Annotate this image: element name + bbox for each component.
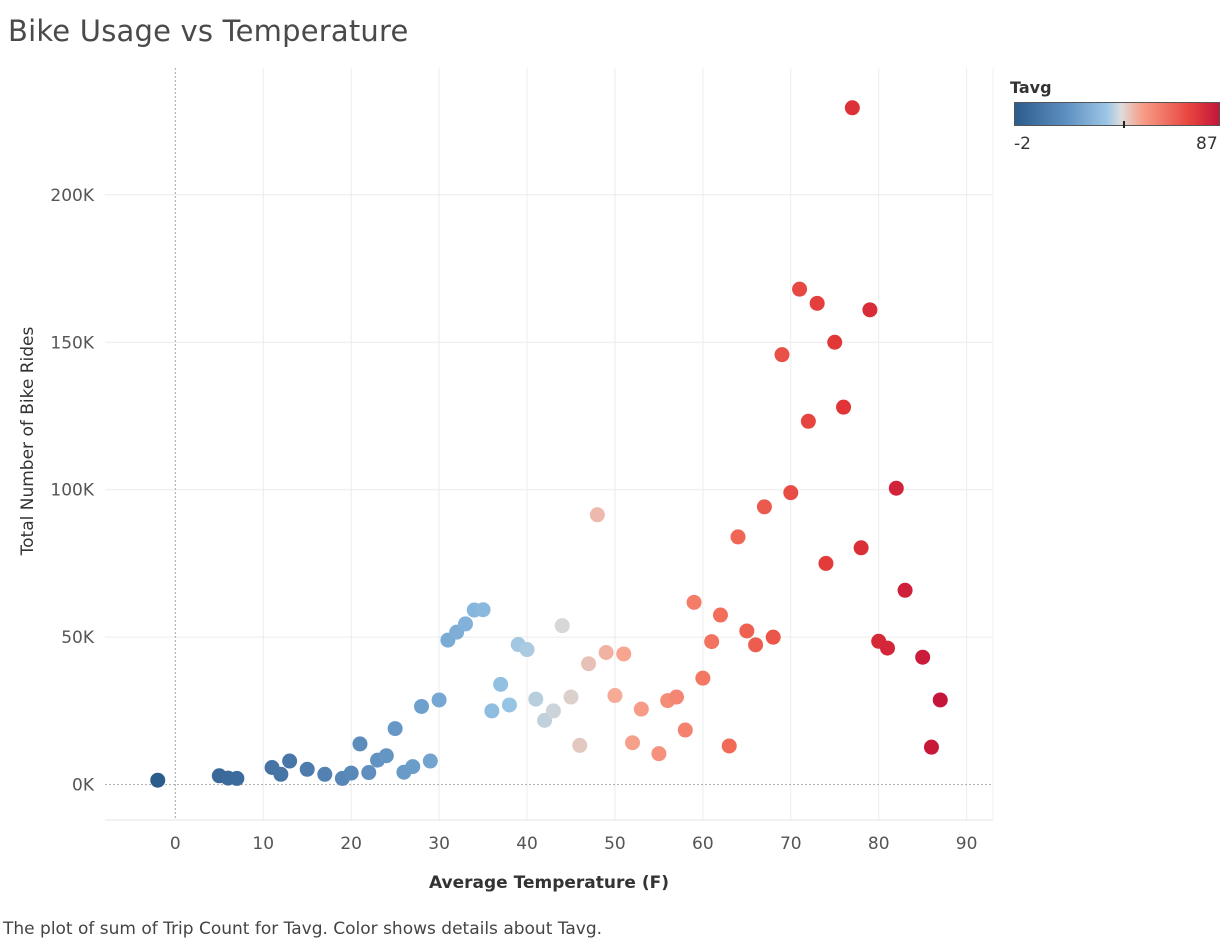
scatter-point[interactable] xyxy=(712,607,728,623)
scatter-point[interactable] xyxy=(853,540,869,556)
data-points xyxy=(150,100,948,788)
scatter-point[interactable] xyxy=(299,761,315,777)
scatter-point[interactable] xyxy=(668,689,684,705)
scatter-point[interactable] xyxy=(414,698,430,714)
scatter-point[interactable] xyxy=(792,281,808,297)
color-legend-bar xyxy=(1014,102,1220,126)
x-tick-label: 90 xyxy=(956,834,978,854)
chart-title: Bike Usage vs Temperature xyxy=(8,14,409,48)
scatter-point[interactable] xyxy=(457,616,473,632)
scatter-point[interactable] xyxy=(844,100,860,116)
scatter-point[interactable] xyxy=(150,772,166,788)
scatter-point[interactable] xyxy=(484,703,500,719)
scatter-point[interactable] xyxy=(229,770,245,786)
x-axis-label: Average Temperature (F) xyxy=(429,873,669,893)
chart-caption: The plot of sum of Trip Count for Tavg. … xyxy=(3,919,603,939)
scatter-point[interactable] xyxy=(879,640,895,656)
scatter-point[interactable] xyxy=(730,529,746,545)
grid-lines xyxy=(105,68,993,820)
scatter-point[interactable] xyxy=(765,629,781,645)
x-tick-label: 50 xyxy=(604,834,626,854)
x-tick-label: 10 xyxy=(252,834,274,854)
y-tick-label: 100K xyxy=(50,481,94,501)
scatter-point[interactable] xyxy=(704,634,720,650)
scatter-point[interactable] xyxy=(607,688,623,704)
scatter-point[interactable] xyxy=(818,555,834,571)
axes xyxy=(105,68,994,821)
scatter-point[interactable] xyxy=(915,649,931,665)
scatter-point[interactable] xyxy=(783,485,799,501)
scatter-point[interactable] xyxy=(836,399,852,415)
x-tick-label: 70 xyxy=(780,834,802,854)
legend-max-label: 87 xyxy=(1196,134,1218,154)
scatter-point[interactable] xyxy=(493,676,509,692)
x-tick-label: 40 xyxy=(516,834,538,854)
scatter-point[interactable] xyxy=(361,765,377,781)
y-tick-label: 0K xyxy=(72,776,95,796)
scatter-point[interactable] xyxy=(317,766,333,782)
x-tick-label: 80 xyxy=(868,834,890,854)
scatter-point[interactable] xyxy=(739,623,755,639)
scatter-point[interactable] xyxy=(625,735,641,751)
scatter-point[interactable] xyxy=(572,737,588,753)
legend-min-label: -2 xyxy=(1014,134,1031,154)
scatter-point[interactable] xyxy=(686,594,702,610)
scatter-point[interactable] xyxy=(897,582,913,598)
scatter-point[interactable] xyxy=(651,746,667,762)
scatter-point[interactable] xyxy=(537,712,553,728)
scatter-point[interactable] xyxy=(422,753,438,769)
tick-labels: 0 10 20 30 40 50 60 70 80 90 0K 50K 100K 150K 200K xyxy=(50,186,977,854)
scatter-point[interactable] xyxy=(273,766,289,782)
x-tick-label: 30 xyxy=(428,834,450,854)
scatter-point[interactable] xyxy=(827,334,843,350)
scatter-point[interactable] xyxy=(581,656,597,672)
scatter-point[interactable] xyxy=(589,507,605,523)
scatter-point[interactable] xyxy=(528,691,544,707)
scatter-point[interactable] xyxy=(343,765,359,781)
scatter-point[interactable] xyxy=(677,722,693,738)
scatter-point[interactable] xyxy=(862,302,878,318)
scatter-point[interactable] xyxy=(545,703,561,719)
scatter-point[interactable] xyxy=(378,748,394,764)
scatter-point[interactable] xyxy=(695,670,711,686)
scatter-point[interactable] xyxy=(616,646,632,662)
scatter-point[interactable] xyxy=(563,689,579,705)
scatter-point[interactable] xyxy=(923,739,939,755)
scatter-point[interactable] xyxy=(352,736,368,752)
scatter-point[interactable] xyxy=(748,637,764,653)
y-tick-label: 200K xyxy=(50,186,94,206)
scatter-point[interactable] xyxy=(501,697,517,713)
scatter-point[interactable] xyxy=(387,721,403,737)
y-tick-label: 150K xyxy=(50,333,94,353)
scatter-point[interactable] xyxy=(756,499,772,515)
scatter-point[interactable] xyxy=(282,753,298,769)
y-tick-label: 50K xyxy=(61,628,95,648)
scatter-point[interactable] xyxy=(431,692,447,708)
y-axis-label: Total Number of Bike Rides xyxy=(18,327,38,557)
scatter-point[interactable] xyxy=(519,642,535,658)
legend-marker xyxy=(1123,121,1125,128)
scatter-point[interactable] xyxy=(774,347,790,363)
scatter-point[interactable] xyxy=(598,644,614,660)
scatter-point[interactable] xyxy=(932,692,948,708)
scatter-point[interactable] xyxy=(809,295,825,311)
x-tick-label: 20 xyxy=(340,834,362,854)
scatter-point[interactable] xyxy=(721,738,737,754)
scatter-point[interactable] xyxy=(554,618,570,634)
legend-title: Tavg xyxy=(1010,78,1052,97)
scatter-point[interactable] xyxy=(800,413,816,429)
scatter-point[interactable] xyxy=(888,480,904,496)
scatter-point[interactable] xyxy=(475,602,491,618)
scatter-point[interactable] xyxy=(405,759,421,775)
x-tick-label: 0 xyxy=(170,834,181,854)
scatter-point[interactable] xyxy=(633,701,649,717)
x-tick-label: 60 xyxy=(692,834,714,854)
